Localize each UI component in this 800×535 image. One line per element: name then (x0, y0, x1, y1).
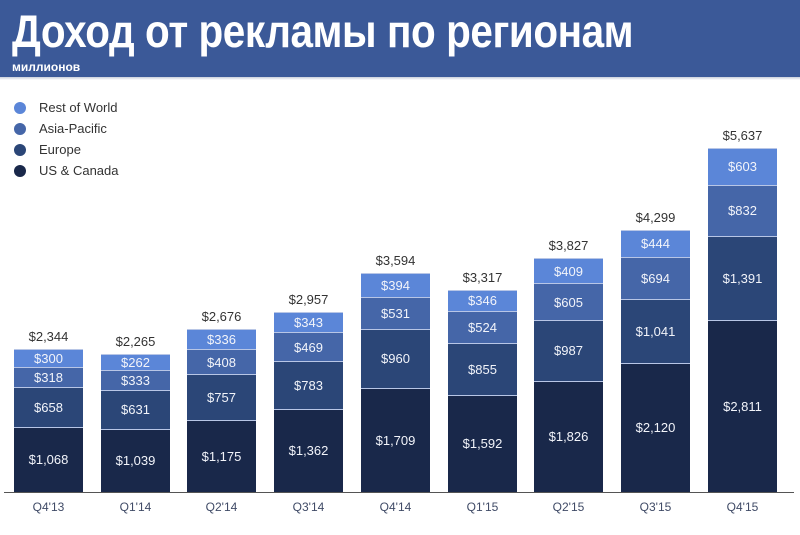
bar-segment-us-canada: $1,592 (448, 394, 517, 492)
legend-item-asia-pacific: Asia-Pacific (14, 118, 119, 139)
chart-legend: Rest of World Asia-Pacific Europe US & C… (14, 97, 119, 181)
bar-segment-europe: $855 (448, 342, 517, 395)
x-axis-tick-label: Q3'15 (639, 500, 672, 514)
bar-total-label: $5,637 (722, 128, 763, 143)
legend-label: US & Canada (39, 163, 119, 178)
bar-segment-rest-of-world: $336 (187, 328, 256, 350)
bar-segment-rest-of-world: $394 (361, 272, 430, 297)
x-axis-tick-label: Q1'15 (466, 500, 499, 514)
page-title: Доход от рекламы по регионам (12, 5, 634, 57)
x-axis-tick-label: Q4'13 (32, 500, 65, 514)
x-axis-tick-label: Q2'14 (205, 500, 238, 514)
legend-item-us-canada: US & Canada (14, 160, 119, 181)
bar-segment-europe: $1,041 (621, 299, 690, 363)
bar-segment-europe: $1,391 (708, 235, 777, 321)
bar-segment-asia-pacific: $531 (361, 296, 430, 330)
x-axis-tick-label: Q2'15 (552, 500, 585, 514)
bar-segment-europe: $987 (534, 320, 603, 381)
bar-segment-rest-of-world: $346 (448, 289, 517, 311)
legend-dot-icon (14, 101, 26, 114)
x-axis-line (4, 492, 794, 493)
bar-segment-us-canada: $1,039 (101, 428, 170, 492)
bar-total-label: $4,299 (635, 209, 676, 225)
bar-segment-asia-pacific: $318 (14, 367, 83, 387)
bar-segment-rest-of-world: $262 (101, 353, 170, 370)
x-axis-tick-label: Q3'14 (292, 500, 325, 514)
bar-segment-rest-of-world: $409 (534, 258, 603, 284)
bar-total-label: $3,317 (462, 269, 503, 285)
legend-label: Europe (39, 142, 81, 157)
bar-segment-us-canada: $2,811 (708, 320, 777, 492)
bar-segment-us-canada: $1,826 (534, 380, 603, 492)
bar-segment-asia-pacific: $694 (621, 256, 690, 300)
bar-segment-rest-of-world: $603 (708, 148, 777, 185)
bar-segment-asia-pacific: $333 (101, 369, 170, 391)
bar-segment-europe: $631 (101, 390, 170, 429)
bar-segment-asia-pacific: $408 (187, 349, 256, 375)
bar-total-label: $2,265 (115, 333, 156, 349)
bar-segment-europe: $783 (274, 361, 343, 409)
bar-segment-europe: $960 (361, 329, 430, 388)
bar-total-label: $3,594 (375, 252, 416, 268)
bar-segment-asia-pacific: $469 (274, 332, 343, 362)
bar-total-label: $2,344 (28, 328, 69, 344)
bar-segment-us-canada: $1,362 (274, 408, 343, 492)
x-axis-tick-label: Q4'14 (379, 500, 412, 514)
units-subtitle: миллионов (12, 60, 81, 74)
bar-segment-asia-pacific: $832 (708, 184, 777, 236)
bar-segment-rest-of-world: $444 (621, 229, 690, 257)
bar-total-label: $3,827 (548, 238, 589, 254)
legend-item-europe: Europe (14, 139, 119, 160)
x-axis-tick-label: Q1'14 (119, 500, 152, 514)
bar-segment-asia-pacific: $524 (448, 310, 517, 343)
bar-segment-asia-pacific: $605 (534, 283, 603, 321)
bar-segment-us-canada: $2,120 (621, 362, 690, 492)
bar-segment-us-canada: $1,709 (361, 387, 430, 492)
bar-total-label: $2,676 (201, 308, 242, 324)
bar-total-label: $2,957 (288, 291, 329, 307)
legend-dot-icon (14, 143, 26, 156)
x-axis-tick-label: Q4'15 (726, 500, 759, 514)
legend-dot-icon (14, 122, 26, 135)
bar-segment-europe: $757 (187, 374, 256, 421)
legend-dot-icon (14, 164, 26, 177)
header-banner: Доход от рекламы по регионам миллионов (0, 0, 800, 77)
bar-segment-europe: $658 (14, 386, 83, 427)
header-shadow (0, 77, 800, 80)
legend-item-rest-of-world: Rest of World (14, 97, 119, 118)
bar-segment-rest-of-world: $300 (14, 348, 83, 368)
legend-label: Asia-Pacific (39, 121, 107, 136)
bar-segment-rest-of-world: $343 (274, 311, 343, 333)
bar-segment-us-canada: $1,175 (187, 420, 256, 492)
bar-segment-us-canada: $1,068 (14, 426, 83, 492)
legend-label: Rest of World (39, 100, 118, 115)
